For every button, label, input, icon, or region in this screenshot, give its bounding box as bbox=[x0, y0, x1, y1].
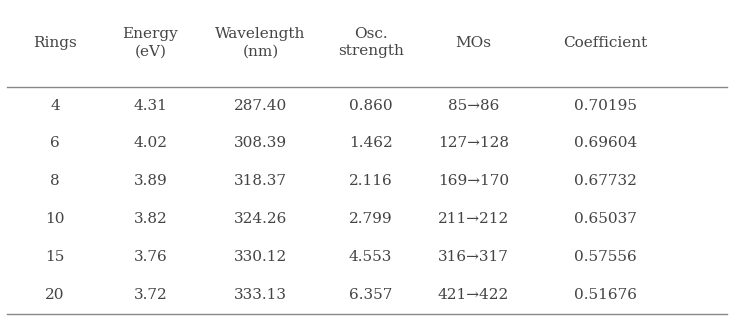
Text: 3.89: 3.89 bbox=[134, 174, 167, 188]
Text: 6: 6 bbox=[50, 136, 60, 150]
Text: 0.67732: 0.67732 bbox=[574, 174, 637, 188]
Text: 0.70195: 0.70195 bbox=[574, 99, 637, 112]
Text: 211→212: 211→212 bbox=[437, 212, 509, 226]
Text: 287.40: 287.40 bbox=[234, 99, 287, 112]
Text: 4.553: 4.553 bbox=[349, 250, 393, 264]
Text: Energy
(eV): Energy (eV) bbox=[123, 27, 178, 58]
Text: 8: 8 bbox=[50, 174, 60, 188]
Text: 324.26: 324.26 bbox=[234, 212, 287, 226]
Text: 0.860: 0.860 bbox=[349, 99, 393, 112]
Text: 1.462: 1.462 bbox=[349, 136, 393, 150]
Text: Wavelength
(nm): Wavelength (nm) bbox=[215, 27, 306, 58]
Text: 421→422: 421→422 bbox=[437, 288, 509, 302]
Text: 85→86: 85→86 bbox=[448, 99, 499, 112]
Text: 330.12: 330.12 bbox=[234, 250, 287, 264]
Text: 10: 10 bbox=[46, 212, 65, 226]
Text: 0.51676: 0.51676 bbox=[574, 288, 637, 302]
Text: 169→170: 169→170 bbox=[438, 174, 509, 188]
Text: 0.69604: 0.69604 bbox=[574, 136, 637, 150]
Text: 3.76: 3.76 bbox=[134, 250, 167, 264]
Text: 308.39: 308.39 bbox=[234, 136, 287, 150]
Text: 0.65037: 0.65037 bbox=[574, 212, 637, 226]
Text: 2.799: 2.799 bbox=[349, 212, 393, 226]
Text: 4.02: 4.02 bbox=[134, 136, 167, 150]
Text: Coefficient: Coefficient bbox=[564, 36, 647, 49]
Text: 6.357: 6.357 bbox=[349, 288, 393, 302]
Text: 127→128: 127→128 bbox=[438, 136, 509, 150]
Text: 4.31: 4.31 bbox=[134, 99, 167, 112]
Text: 318.37: 318.37 bbox=[234, 174, 287, 188]
Text: 3.82: 3.82 bbox=[134, 212, 167, 226]
Text: 15: 15 bbox=[46, 250, 65, 264]
Text: Osc.
strength: Osc. strength bbox=[338, 27, 404, 58]
Text: 4: 4 bbox=[50, 99, 60, 112]
Text: Rings: Rings bbox=[33, 36, 77, 49]
Text: 333.13: 333.13 bbox=[234, 288, 287, 302]
Text: 0.57556: 0.57556 bbox=[574, 250, 637, 264]
Text: 3.72: 3.72 bbox=[134, 288, 167, 302]
Text: 316→317: 316→317 bbox=[438, 250, 509, 264]
Text: 2.116: 2.116 bbox=[349, 174, 393, 188]
Text: 20: 20 bbox=[46, 288, 65, 302]
Text: MOs: MOs bbox=[455, 36, 492, 49]
